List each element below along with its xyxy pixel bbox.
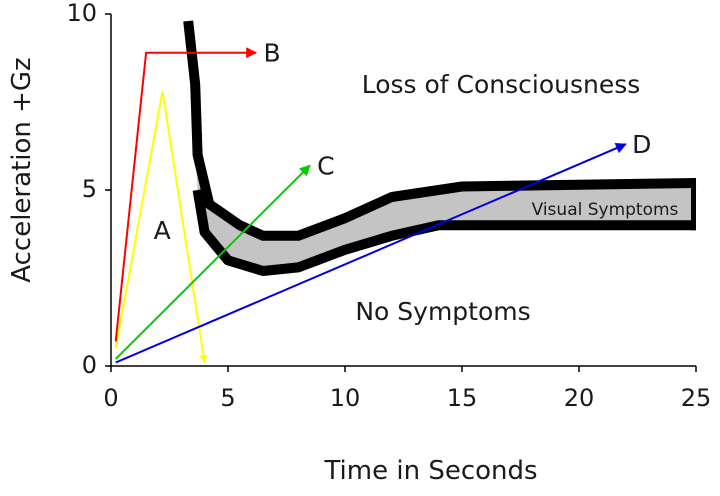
tolerance-band: [183, 20, 697, 276]
loss-of-consciousness-label: Loss of Consciousness: [362, 70, 641, 99]
band-lower-edge: [192, 189, 696, 276]
y-axis-label: Acceleration +Gz: [7, 57, 37, 282]
x-tick-label: 5: [220, 384, 235, 412]
series-layer: [114, 47, 627, 364]
x-axis-label: Time in Seconds: [323, 456, 537, 486]
series-labels: A B C D: [154, 39, 652, 246]
y-ticks: 0 5 10: [66, 0, 111, 379]
y-tick-label: 0: [82, 351, 97, 379]
series-a-label: A: [154, 216, 171, 245]
axes: 0 5 10 15 20 25 0 5 10: [66, 0, 711, 412]
series-a-line: [114, 91, 208, 364]
series-d-label: D: [632, 130, 651, 159]
x-tick-label: 10: [330, 384, 361, 412]
visual-symptoms-band: [188, 21, 696, 271]
series-c-label: C: [317, 151, 334, 180]
band-upper-edge: [183, 20, 697, 241]
series-b-label: B: [264, 39, 281, 68]
x-tick-label: 0: [103, 384, 118, 412]
series-c-line: [114, 164, 311, 360]
x-ticks: 0 5 10 15 20 25: [103, 366, 711, 412]
x-tick-label: 25: [681, 384, 712, 412]
y-tick-label: 5: [82, 175, 97, 203]
band-end-cap: [691, 177, 696, 231]
y-tick-label: 10: [66, 0, 97, 27]
series-b-line: [114, 47, 258, 342]
series-d-line: [115, 143, 627, 364]
visual-symptoms-label: Visual Symptoms: [532, 200, 679, 220]
x-tick-label: 20: [564, 384, 595, 412]
no-symptoms-label: No Symptoms: [355, 297, 530, 326]
x-tick-label: 15: [447, 384, 478, 412]
